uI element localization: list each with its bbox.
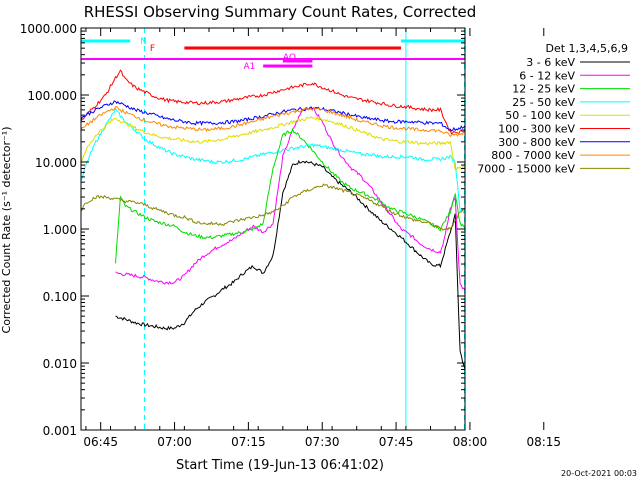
x-tick-label-1: 07:00 <box>157 435 192 449</box>
series-line-5 <box>80 69 466 135</box>
y-tick-label-6: 0.001 <box>43 424 77 438</box>
x-tick-label-2: 07:15 <box>231 435 266 449</box>
series-line-4 <box>80 115 466 171</box>
legend-label-3: 25 - 50 keV <box>512 96 575 109</box>
x-tick-label-4: 07:45 <box>379 435 414 449</box>
x-tick-label-3: 07:30 <box>305 435 340 449</box>
legend-label-1: 6 - 12 keV <box>519 69 575 82</box>
legend-label-0: 3 - 6 keV <box>526 56 575 69</box>
flag-label-f: F <box>150 44 155 54</box>
series-line-2 <box>115 127 466 264</box>
legend-label-2: 12 - 25 keV <box>512 83 575 96</box>
x-tick-label-5: 08:00 <box>453 435 488 449</box>
timestamp: 20-Oct-2021 00:03 <box>561 469 637 478</box>
legend-label-8: 7000 - 15000 keV <box>477 162 575 175</box>
series-line-7 <box>80 106 466 138</box>
y-tick-label-5: 0.010 <box>43 357 77 371</box>
legend-label-6: 300 - 800 keV <box>498 136 575 149</box>
y-axis-label: Corrected Count Rate (s⁻¹ detector⁻¹) <box>0 127 13 334</box>
y-tick-label-0: 1000.000 <box>20 22 77 36</box>
chart-title: RHESSI Observing Summary Count Rates, Co… <box>84 3 477 21</box>
y-tick-label-2: 10.000 <box>35 156 77 170</box>
flag-label-n: N <box>140 37 147 47</box>
series-line-0 <box>115 159 466 370</box>
legend-label-7: 800 - 7000 keV <box>491 149 575 162</box>
legend-label-5: 100 - 300 keV <box>498 123 575 136</box>
legend-label-4: 50 - 100 keV <box>505 109 575 122</box>
y-tick-label-3: 1.000 <box>43 223 77 237</box>
x-tick-label-6: 08:15 <box>526 435 561 449</box>
flag-label-aq: AQ <box>283 53 296 63</box>
y-tick-label-1: 100.000 <box>27 89 77 103</box>
y-tick-label-4: 0.100 <box>43 290 77 304</box>
series-line-6 <box>80 100 466 132</box>
plot-area: NF AQ A1 1000.000 100.000 10.000 1.000 0.100 0.0… <box>20 22 561 449</box>
flag-label-a1: A1 <box>243 62 255 72</box>
x-tick-label-0: 06:45 <box>83 435 118 449</box>
series-line-1 <box>115 106 466 291</box>
x-axis-label: Start Time (19-Jun-13 06:41:02) <box>176 458 384 473</box>
legend-title: Det 1,3,4,5,6,9 <box>545 42 628 55</box>
series-line-3 <box>80 107 466 214</box>
series-line-8 <box>80 183 465 231</box>
